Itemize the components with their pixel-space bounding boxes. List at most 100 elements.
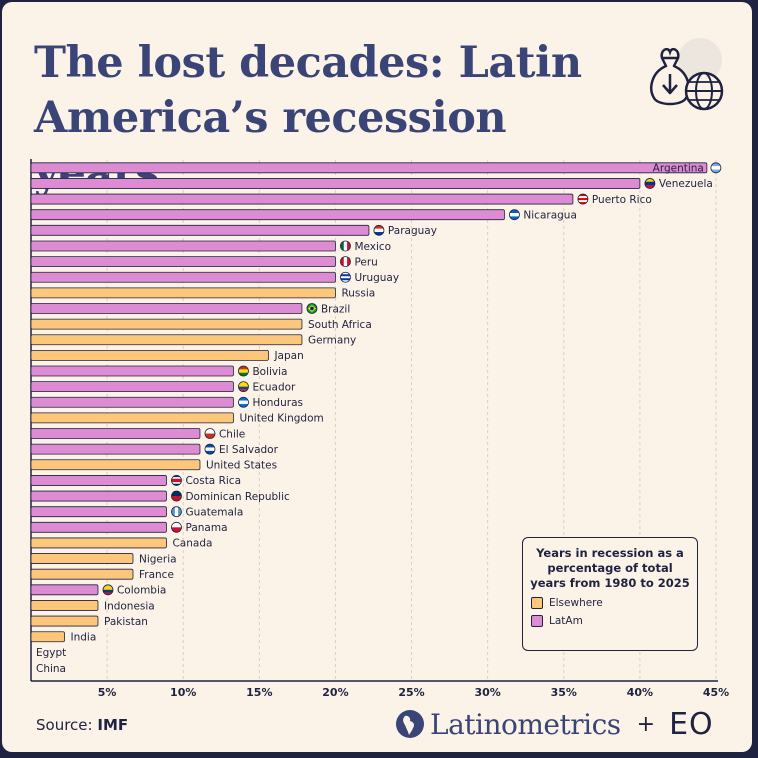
flag-ring (340, 240, 351, 252)
brand-name: Latinometrics (430, 707, 621, 741)
bar-label-peru: Peru (354, 256, 377, 268)
flag-ring (102, 584, 114, 596)
page-title: The lost decades: Latin America’s recess… (34, 38, 582, 198)
venezuela-flag-icon (644, 178, 655, 189)
flag-ring (204, 443, 216, 455)
bar-label-paraguay: Paraguay (388, 225, 437, 237)
bar-label-guatemala: Guatemala (185, 506, 243, 518)
latinometrics-logo-icon (396, 710, 424, 738)
bar-label-russia: Russia (341, 288, 375, 300)
brand-footer: Latinometrics + EO (396, 704, 714, 744)
legend-label-latam: LatAm (549, 615, 583, 627)
money-bag-globe-icon (650, 38, 724, 111)
bar-venezuela (30, 178, 641, 189)
bar-label-argentina: Argentina (653, 163, 704, 175)
bar-label-panama: Panama (185, 522, 227, 534)
guatemala-flag-icon (171, 506, 182, 517)
bar-bolivia (30, 365, 234, 377)
bar-label-el-salvador: El Salvador (219, 444, 279, 456)
bar-pakistan (30, 615, 99, 627)
bar-label-france: France (139, 569, 174, 581)
brazil-flag-icon (306, 303, 317, 314)
bar-united-kingdom (30, 412, 234, 424)
bar-mexico (30, 240, 336, 252)
bar-label-mexico: Mexico (354, 241, 391, 253)
flag-ring (238, 365, 249, 377)
bar-label-ecuador: Ecuador (252, 381, 296, 393)
bar-dominican-republic (30, 490, 167, 502)
bar-panama (30, 521, 167, 533)
x-tick-label: 10% (170, 686, 196, 699)
flag-ring (710, 162, 722, 174)
bar-indonesia (30, 600, 99, 611)
flag-ring (238, 396, 249, 408)
source-note: Source: IMF (36, 716, 128, 734)
x-tick-label: 35% (551, 686, 577, 699)
bar-label-bolivia: Bolivia (252, 366, 287, 378)
panama-flag-icon (171, 522, 182, 533)
bar-label-south-africa: South Africa (308, 319, 372, 331)
flag-ring (644, 178, 656, 189)
x-tick-label: 20% (322, 686, 348, 699)
bar-uruguay (30, 271, 336, 283)
dominican-republic-flag-icon (171, 491, 182, 502)
el-salvador-flag-icon (204, 444, 215, 455)
argentina-flag-icon (710, 162, 721, 173)
x-tick-label: 45% (703, 686, 729, 699)
legend-label-elsewhere: Elsewhere (549, 597, 603, 609)
x-tick-label: 40% (627, 686, 653, 699)
flag-ring (340, 256, 351, 267)
brand-plus: + (636, 711, 656, 737)
puerto-rico-flag-icon (577, 194, 588, 205)
bar-paraguay (30, 224, 370, 236)
flag-ring (171, 475, 182, 486)
bar-label-united-kingdom: United Kingdom (239, 413, 323, 425)
flag-ring (306, 303, 318, 314)
bar-guatemala (30, 506, 167, 518)
bar-label-puerto-rico: Puerto Rico (592, 194, 652, 206)
partner-logo: EO (669, 706, 714, 742)
bar-south-africa (30, 318, 303, 330)
colombia-flag-icon (102, 584, 113, 595)
chile-flag-icon (204, 428, 215, 439)
bar-russia (30, 287, 336, 299)
bar-label-uruguay: Uruguay (354, 272, 399, 284)
bar-japan (30, 349, 269, 361)
uruguay-flag-icon (340, 272, 351, 283)
bar-nicaragua (30, 209, 505, 221)
x-tick-label: 30% (474, 686, 500, 699)
bar-label-japan: Japan (273, 350, 303, 362)
bar-label-germany: Germany (308, 335, 356, 347)
bar-india (30, 631, 65, 643)
source-value: IMF (97, 716, 129, 734)
x-tick-label: 5% (98, 686, 117, 699)
bar-honduras (30, 396, 234, 408)
bar-label-colombia: Colombia (117, 585, 166, 597)
bar-label-honduras: Honduras (252, 397, 303, 409)
bar-label-pakistan: Pakistan (104, 616, 148, 628)
x-tick-label: 25% (398, 686, 424, 699)
bar-germany (30, 334, 303, 346)
bolivia-flag-icon (238, 366, 249, 377)
peru-flag-icon (340, 256, 351, 267)
flag-ring (171, 506, 182, 518)
flag-ring (577, 193, 589, 205)
paraguay-flag-icon (373, 225, 384, 236)
bar-label-nicaragua: Nicaragua (523, 210, 576, 222)
flag-ring (509, 209, 520, 221)
bar-label-china: China (36, 663, 66, 675)
bar-label-nigeria: Nigeria (139, 553, 177, 565)
flag-ring (373, 224, 385, 236)
flag-ring (204, 428, 216, 439)
bar-costa-rica (30, 475, 167, 486)
nicaragua-flag-icon (509, 209, 520, 220)
bar-colombia (30, 584, 99, 596)
bar-ecuador (30, 381, 234, 393)
bar-label-dominican-republic: Dominican Republic (185, 491, 290, 503)
legend-item-latam: LatAm (531, 615, 697, 627)
bar-france (30, 568, 134, 580)
bar-label-brazil: Brazil (321, 303, 350, 315)
bar-chile (30, 428, 201, 439)
bar-label-canada: Canada (172, 538, 212, 550)
bar-argentina (30, 162, 708, 174)
